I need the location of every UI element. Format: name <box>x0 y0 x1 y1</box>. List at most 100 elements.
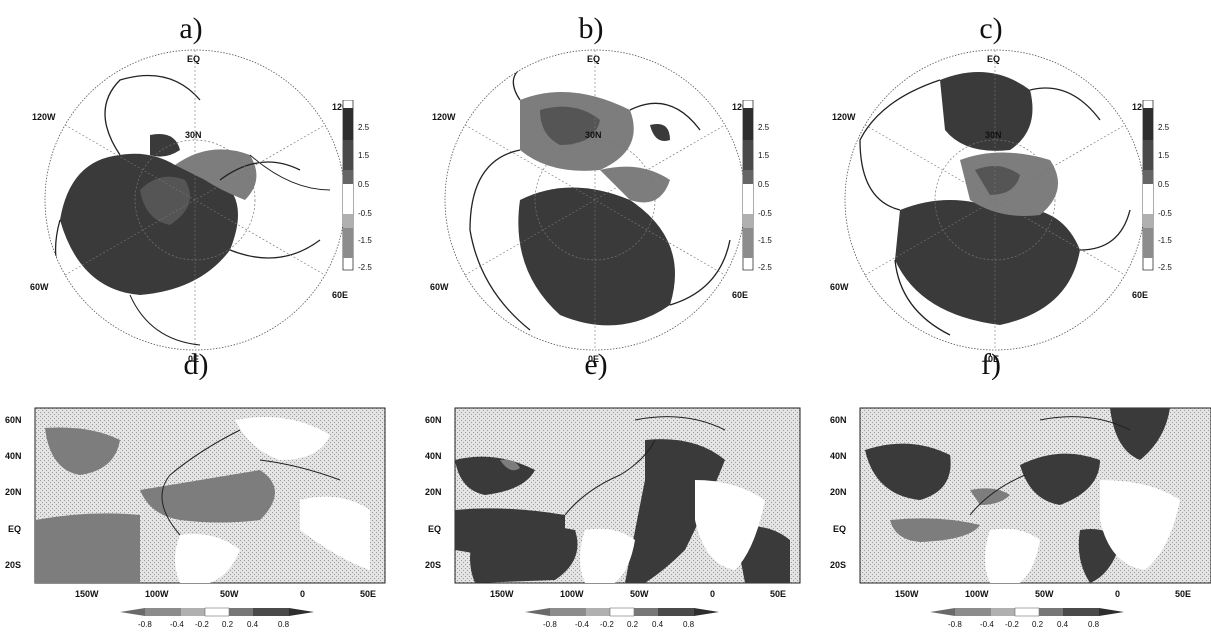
lat-tick-60n: 60N <box>830 415 847 425</box>
panel-label-f: f) <box>981 348 1001 381</box>
lon-tick-50e: 50E <box>360 589 376 599</box>
lat-tick-20s: 20S <box>5 560 21 570</box>
lat-tick-40n: 40N <box>425 451 442 461</box>
lat-tick-60n: 60N <box>425 415 442 425</box>
map-d: 60N 40N 20N EQ 20S 150W 100W 50W 0 50E -… <box>0 380 400 636</box>
lon-tick-0: 0 <box>300 589 305 599</box>
map-colorbar-e: -0.8 -0.4 -0.2 0.2 0.4 0.8 <box>525 607 719 629</box>
tick-120w: 120W <box>832 112 856 122</box>
polar-colorbar-a: 2.5 1.5 0.5 -0.5 -1.5 -2.5 <box>342 100 372 272</box>
panel-label-c: c) <box>979 12 1003 45</box>
cb-tick-2: -0.4 <box>980 620 994 629</box>
cb-tick-1: -0.8 <box>543 620 557 629</box>
cb-tick-1: 2.5 <box>358 123 370 132</box>
cb-tick-5: -1.5 <box>758 236 772 245</box>
tick-60w: 60W <box>830 282 849 292</box>
panel-label-b: b) <box>578 12 604 45</box>
cb-tick-5: -1.5 <box>358 236 372 245</box>
polar-map-a: EQ 30N 120W 120E 60W 60E 0E <box>30 49 353 364</box>
lon-tick-150w: 150W <box>895 589 919 599</box>
cb-tick-2: -0.4 <box>575 620 589 629</box>
map-f: 60N 40N 20N EQ 20S 150W 100W 50W 0 50E -… <box>810 380 1211 636</box>
tick-30n: 30N <box>985 130 1002 140</box>
tick-120w: 120W <box>432 112 456 122</box>
polar-map-b: EQ 30N 120W 120E 60W 60E 0E <box>430 49 753 364</box>
tick-0e: 0E <box>988 354 999 364</box>
cb-tick-3: 0.5 <box>1158 180 1170 189</box>
tick-30n: 30N <box>585 130 602 140</box>
polar-colorbar-b: 2.5 1.5 0.5 -0.5 -1.5 -2.5 <box>742 100 772 272</box>
cb-tick-3: -0.2 <box>600 620 614 629</box>
tick-60w: 60W <box>430 282 449 292</box>
cb-tick-4: 0.2 <box>222 620 234 629</box>
cb-tick-6: -2.5 <box>1158 263 1172 272</box>
tick-eq: EQ <box>987 54 1000 64</box>
polar-map-c: EQ 30N 120W 120E 60W 60E 0E <box>830 49 1153 364</box>
tick-0e: 0E <box>188 354 199 364</box>
panel-label-a: a) <box>179 12 203 45</box>
lat-tick-20s: 20S <box>425 560 441 570</box>
cb-tick-3: 0.5 <box>758 180 770 189</box>
tick-60e: 60E <box>332 290 348 300</box>
tick-60e: 60E <box>1132 290 1148 300</box>
cb-tick-3: -0.2 <box>1005 620 1019 629</box>
tick-30n: 30N <box>185 130 202 140</box>
lat-tick-20n: 20N <box>5 487 22 497</box>
cb-tick-6: 0.8 <box>1088 620 1100 629</box>
panel-label-d: d) <box>183 348 209 381</box>
tick-120e: 120E <box>732 102 753 112</box>
cb-tick-6: -2.5 <box>358 263 372 272</box>
tick-120e: 120E <box>332 102 353 112</box>
cb-tick-1: -0.8 <box>948 620 962 629</box>
cb-tick-6: 0.8 <box>683 620 695 629</box>
lat-tick-eq: EQ <box>8 524 21 534</box>
cb-tick-5: 0.4 <box>247 620 259 629</box>
lon-tick-100w: 100W <box>560 589 584 599</box>
cb-tick-5: 0.4 <box>1057 620 1069 629</box>
tick-eq: EQ <box>187 54 200 64</box>
map-e: 60N 40N 20N EQ 20S 150W 100W 50W 0 50E -… <box>405 380 805 636</box>
lat-tick-eq: EQ <box>833 524 846 534</box>
lat-tick-20n: 20N <box>830 487 847 497</box>
panel-label-e: e) <box>584 348 608 381</box>
lon-tick-50e: 50E <box>1175 589 1191 599</box>
lon-tick-150w: 150W <box>490 589 514 599</box>
cb-tick-4: 0.2 <box>1032 620 1044 629</box>
cb-tick-4: -0.5 <box>358 209 372 218</box>
cb-tick-5: -1.5 <box>1158 236 1172 245</box>
tick-0e: 0E <box>588 354 599 364</box>
lat-tick-20s: 20S <box>830 560 846 570</box>
lon-tick-100w: 100W <box>965 589 989 599</box>
tick-60e: 60E <box>732 290 748 300</box>
tick-eq: EQ <box>587 54 600 64</box>
lon-tick-50w: 50W <box>220 589 239 599</box>
cb-tick-2: 1.5 <box>758 151 770 160</box>
cb-tick-3: -0.2 <box>195 620 209 629</box>
lon-tick-100w: 100W <box>145 589 169 599</box>
cb-tick-2: -0.4 <box>170 620 184 629</box>
lon-tick-0: 0 <box>710 589 715 599</box>
cb-tick-6: 0.8 <box>278 620 290 629</box>
tick-120e: 120E <box>1132 102 1153 112</box>
polar-colorbar-c: 2.5 1.5 0.5 -0.5 -1.5 -2.5 <box>1142 100 1172 272</box>
cb-tick-3: 0.5 <box>358 180 370 189</box>
lat-tick-20n: 20N <box>425 487 442 497</box>
lat-tick-40n: 40N <box>5 451 22 461</box>
tick-60w: 60W <box>30 282 49 292</box>
lon-tick-0: 0 <box>1115 589 1120 599</box>
lon-tick-50w: 50W <box>1035 589 1054 599</box>
cb-tick-6: -2.5 <box>758 263 772 272</box>
cb-tick-5: 0.4 <box>652 620 664 629</box>
map-colorbar-f: -0.8 -0.4 -0.2 0.2 0.4 0.8 <box>930 607 1124 629</box>
lat-tick-40n: 40N <box>830 451 847 461</box>
map-colorbar-d: -0.8 -0.4 -0.2 0.2 0.4 0.8 <box>120 607 314 629</box>
cb-tick-1: 2.5 <box>1158 123 1170 132</box>
cb-tick-2: 1.5 <box>358 151 370 160</box>
cb-tick-4: 0.2 <box>627 620 639 629</box>
cb-tick-4: -0.5 <box>1158 209 1172 218</box>
cb-tick-1: -0.8 <box>138 620 152 629</box>
lon-tick-50w: 50W <box>630 589 649 599</box>
tick-120w: 120W <box>32 112 56 122</box>
lon-tick-50e: 50E <box>770 589 786 599</box>
lat-tick-60n: 60N <box>5 415 22 425</box>
